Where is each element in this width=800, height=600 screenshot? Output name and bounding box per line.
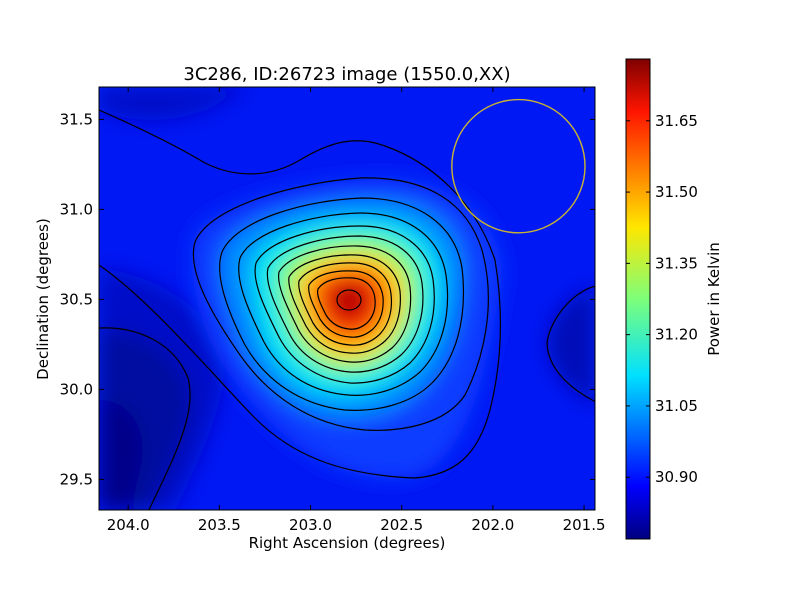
colorbar-tick-label: 30.90 <box>655 468 698 486</box>
contour-right-edge <box>546 285 595 403</box>
colorbar-tick-label: 31.20 <box>655 326 698 344</box>
y-tick-label: 29.5 <box>60 470 93 488</box>
colorbar-tick-label: 31.35 <box>655 254 698 272</box>
contour-level-4 <box>254 225 435 384</box>
chart-title: 3C286, ID:26723 image (1550.0,XX) <box>183 64 510 85</box>
colorbar-tick-label: 31.05 <box>655 397 698 415</box>
y-tick-label: 30.5 <box>60 290 93 308</box>
colorbar-tick-label: 31.65 <box>655 112 698 130</box>
heatmap-plot-area <box>99 87 595 510</box>
contour-level-5 <box>266 235 424 373</box>
contour-lower-left <box>99 327 191 510</box>
x-tick-label: 204.0 <box>107 516 150 534</box>
contour-level-7 <box>288 254 401 354</box>
x-tick-label: 202.5 <box>380 516 423 534</box>
contour-outer-top <box>99 109 502 479</box>
contour-level-9 <box>308 270 384 338</box>
colorbar <box>625 58 651 540</box>
beam-circle <box>451 98 586 234</box>
x-tick-label: 201.5 <box>563 516 606 534</box>
colorbar-label: Power in Kelvin <box>705 242 723 356</box>
contour-level-1 <box>192 177 489 431</box>
colorbar-ticks: 30.90 31.05 31.20 31.35 31.50 31.65 <box>626 112 698 486</box>
contour-peak <box>336 289 362 311</box>
colorbar-tick-label: 31.50 <box>655 183 698 201</box>
contour-level-2 <box>219 197 465 411</box>
x-axis-label: Right Ascension (degrees) <box>249 534 446 552</box>
y-axis-label: Declination (degrees) <box>34 218 52 380</box>
x-axis-ticks: 204.0 203.5 203.0 202.5 202.0 201.5 <box>107 87 606 534</box>
plot-frame <box>98 86 596 511</box>
heatmap-low-region <box>99 87 595 510</box>
x-tick-label: 203.0 <box>289 516 332 534</box>
contour-level-8 <box>298 262 393 346</box>
y-axis-ticks: 29.5 30.0 30.5 31.0 31.5 <box>60 110 595 488</box>
x-tick-label: 203.5 <box>198 516 241 534</box>
x-tick-label: 202.0 <box>471 516 514 534</box>
contour-lines <box>99 109 595 510</box>
y-tick-label: 30.0 <box>60 380 93 398</box>
contour-level-3 <box>238 212 449 396</box>
y-tick-label: 31.5 <box>60 110 93 128</box>
contour-level-10 <box>317 277 376 330</box>
y-tick-label: 31.0 <box>60 200 93 218</box>
contour-level-6 <box>278 245 412 363</box>
